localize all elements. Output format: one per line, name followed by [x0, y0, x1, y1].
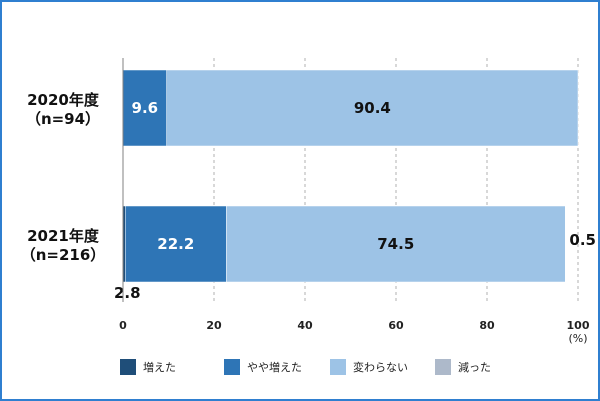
data-label: 9.6 — [132, 99, 159, 117]
bar-segment — [125, 205, 227, 283]
tick-label: 80 — [479, 319, 495, 332]
category-label: （n=94） — [26, 110, 100, 128]
bar-segment — [226, 205, 566, 283]
category-label: 2021年度 — [27, 227, 100, 245]
tick-label: 60 — [388, 319, 404, 332]
legend-swatch — [330, 359, 346, 375]
legend-swatch — [435, 359, 451, 375]
tick-label: 40 — [297, 319, 313, 332]
bar-segment — [166, 69, 579, 147]
tick-label: 100 — [567, 319, 590, 332]
legend-label: やや増えた — [247, 361, 302, 374]
category-label: （n=216） — [21, 246, 106, 264]
data-label: 0.5 — [569, 231, 596, 249]
unit-label: (%) — [568, 332, 587, 345]
tick-label: 0 — [119, 319, 127, 332]
legend-label: 変わらない — [353, 360, 408, 374]
data-label: 90.4 — [354, 99, 391, 117]
bar-segment — [122, 69, 167, 147]
legend-label: 減った — [458, 360, 491, 374]
data-label: 2.8 — [114, 284, 141, 302]
category-label: 2020年度 — [27, 91, 100, 109]
tick-label: 20 — [206, 319, 222, 332]
legend-swatch — [224, 359, 240, 375]
legend-swatch — [120, 359, 136, 375]
data-label: 74.5 — [377, 235, 414, 253]
data-label: 22.2 — [157, 235, 194, 253]
legend-label: 増えた — [143, 361, 176, 374]
